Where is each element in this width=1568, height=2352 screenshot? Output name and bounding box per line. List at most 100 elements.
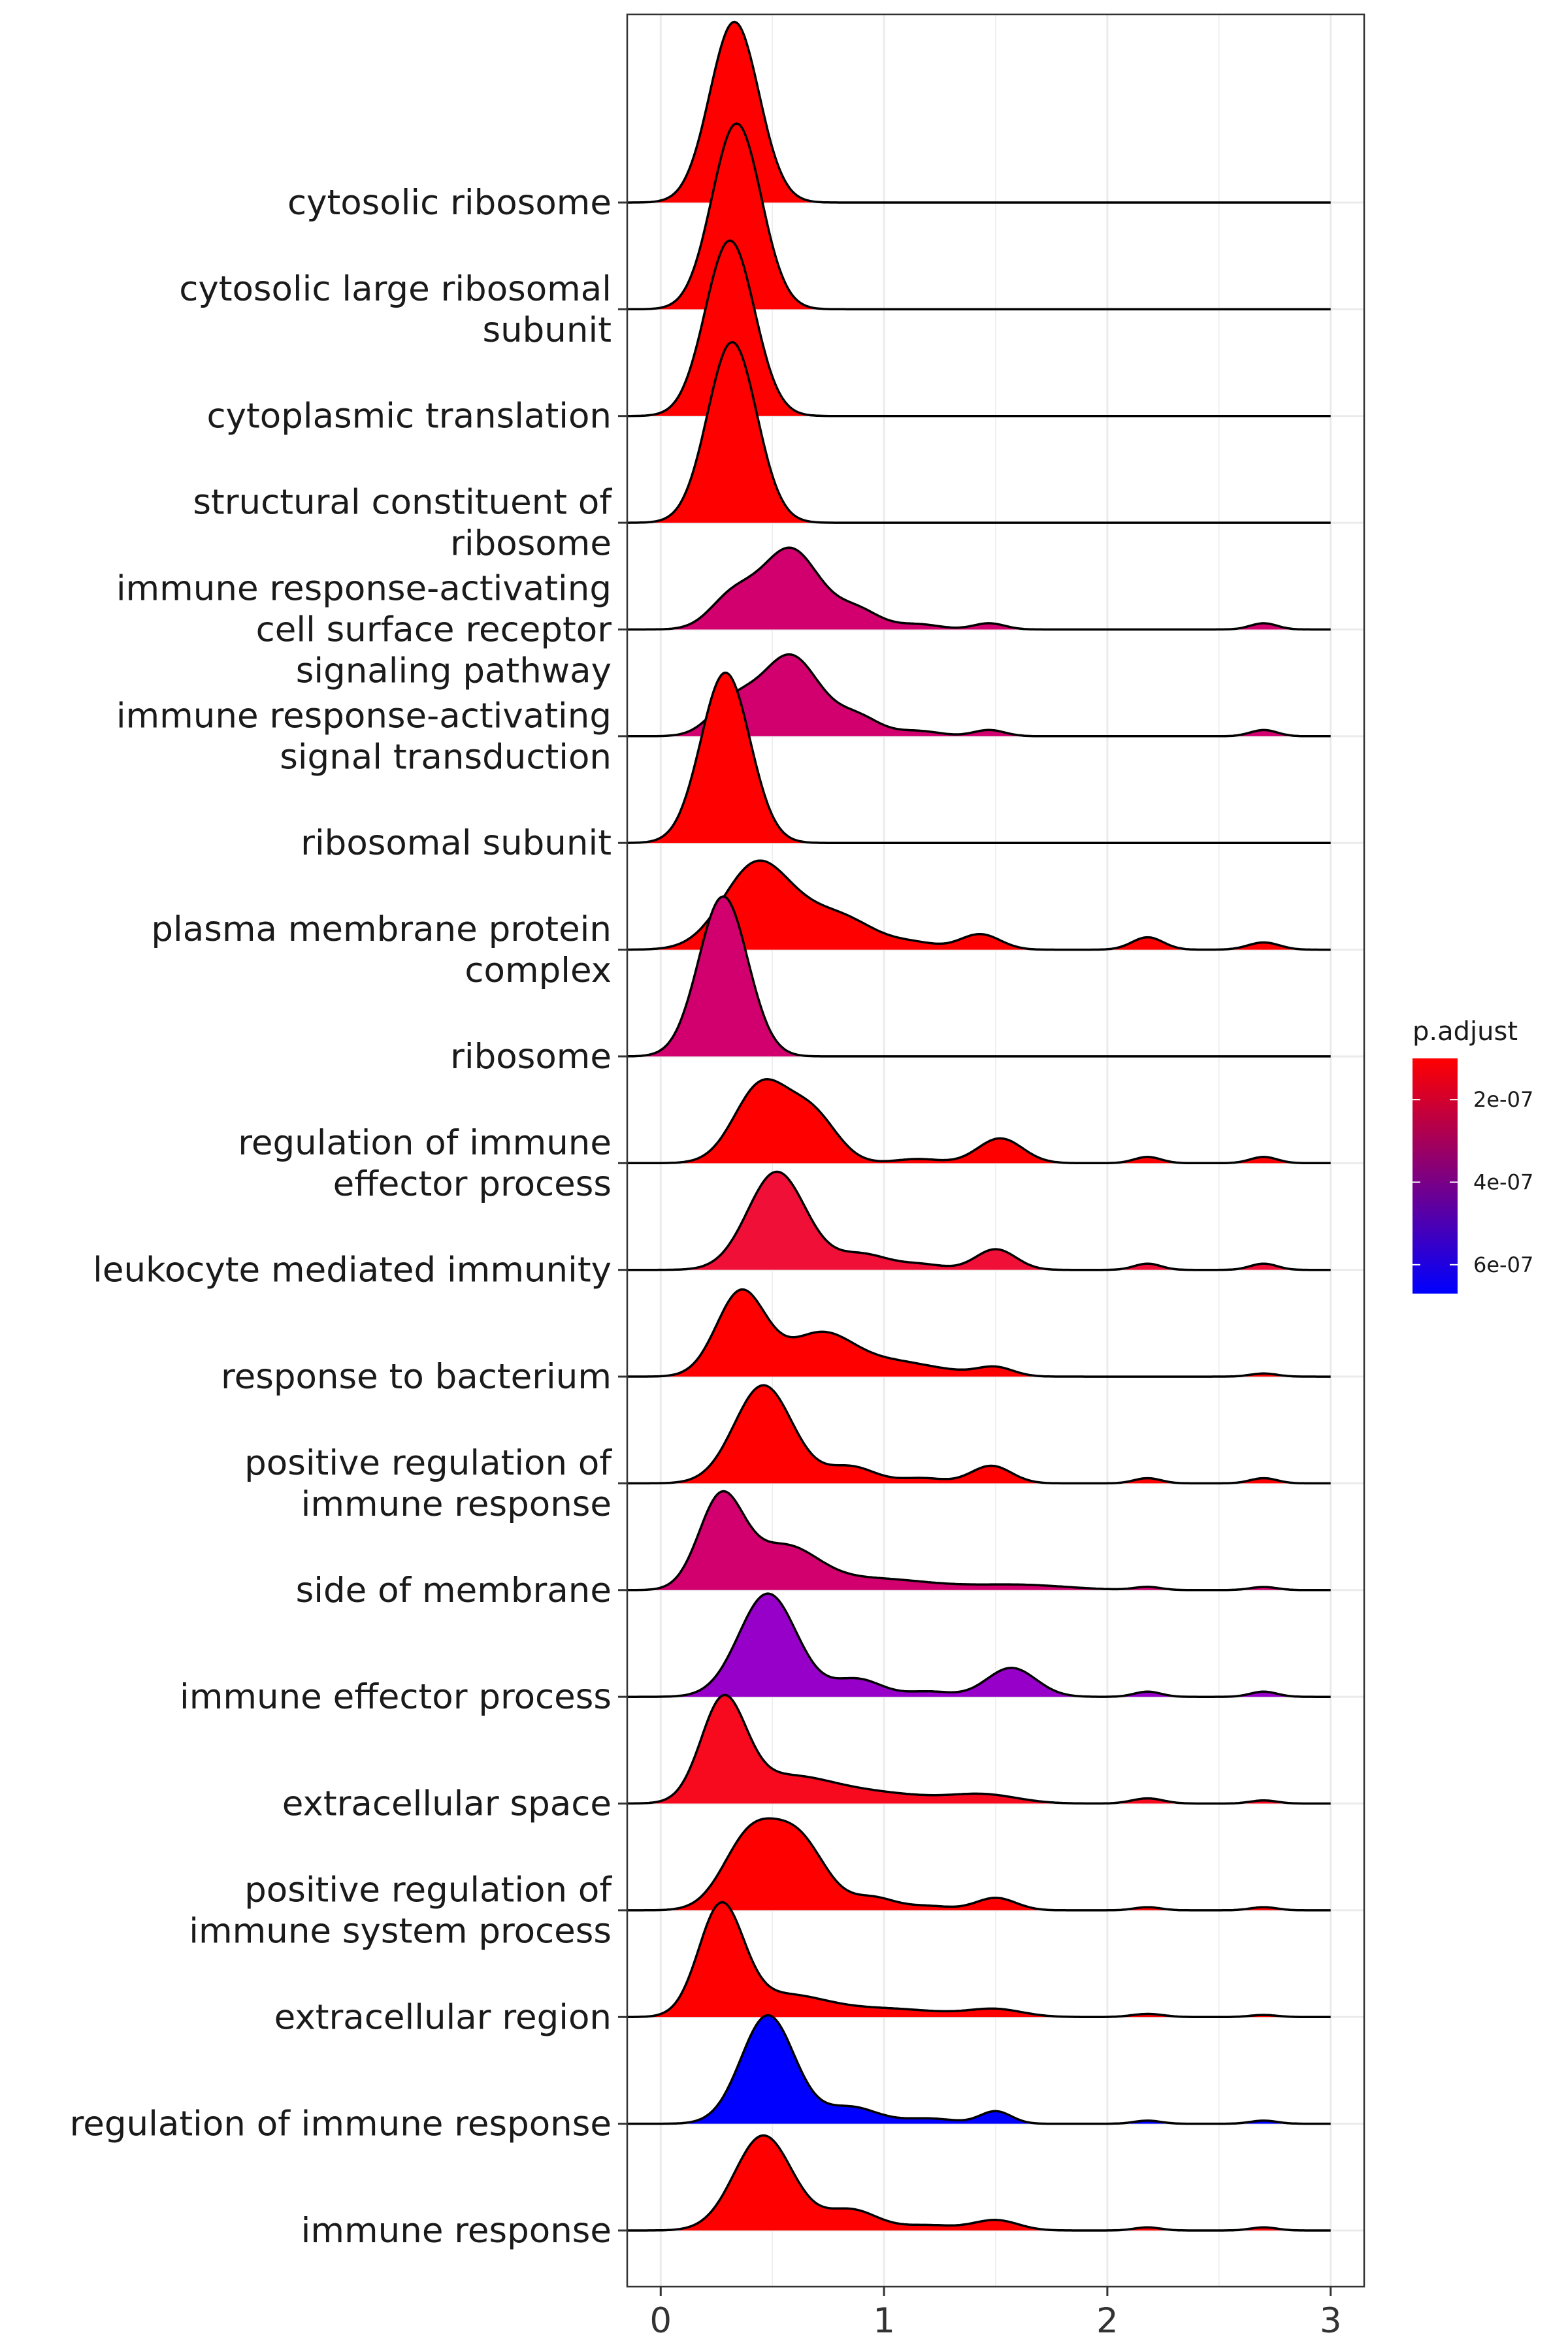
ridge-outline: [627, 1384, 1331, 1485]
ridge-fill: [627, 1079, 1331, 1164]
y-tick-label: extracellular space: [282, 1784, 612, 1824]
ridge-fill: [627, 547, 1331, 630]
x-tick-label: 1: [873, 2301, 895, 2341]
x-tick-label: 2: [1096, 2301, 1119, 2341]
ridge-outline: [627, 1288, 1331, 1378]
y-tick-label: response to bacterium: [221, 1357, 612, 1397]
ridge-fill: [627, 1289, 1331, 1377]
y-tick-label: cytosolic ribosome: [287, 183, 612, 223]
ridge: [627, 239, 1331, 417]
y-tick-label: leukocyte mediated immunity: [93, 1250, 612, 1290]
y-tick-label: ribosomal subunit: [301, 823, 612, 863]
ridge: [627, 1288, 1331, 1378]
legend-ticks: 2e-07 4e-07 6e-07: [1413, 1087, 1533, 1277]
legend: p.adjust 2e-07 4e-07 6e-07: [1413, 1017, 1533, 1294]
ridge-fill: [627, 240, 1331, 416]
ridge: [627, 1384, 1331, 1485]
ridge-fill: [627, 123, 1331, 310]
y-tick-label: immune response-activating: [116, 569, 612, 609]
y-tick-label: positive regulation of: [244, 1443, 612, 1483]
y-tick-label: immune response-activating: [116, 696, 612, 736]
ridge-fill: [627, 1491, 1331, 1590]
ridge-fill: [627, 1171, 1331, 1270]
y-axis-ticks: [618, 201, 627, 2232]
ridge-outline: [627, 20, 1331, 204]
ridge-outline: [627, 1901, 1331, 2019]
ridge-outline: [627, 1817, 1331, 1912]
y-tick-label: signal transduction: [280, 737, 612, 777]
y-tick-label: immune system process: [189, 1911, 612, 1951]
x-tick-label: 0: [649, 2301, 672, 2341]
ridge: [627, 2134, 1331, 2232]
ridge-outline: [627, 1490, 1331, 1592]
y-tick-label: effector process: [333, 1164, 612, 1204]
legend-tick-label: 2e-07: [1473, 1087, 1533, 1112]
y-tick-label: structural constituent of: [193, 483, 612, 523]
y-tick-label: extracellular region: [274, 1997, 612, 2037]
ridge-outline: [627, 122, 1331, 311]
legend-title: p.adjust: [1413, 1017, 1518, 1047]
ridge: [627, 1817, 1331, 1912]
ridge: [627, 1901, 1331, 2019]
y-tick-label: subunit: [482, 310, 612, 350]
ridge: [627, 122, 1331, 311]
y-tick-label: ribosome: [450, 524, 612, 564]
ridge: [627, 2014, 1331, 2125]
ridges: [627, 20, 1331, 2232]
y-tick-label: positive regulation of: [244, 1870, 612, 1910]
ridge: [627, 546, 1331, 631]
ridge-outline: [627, 2134, 1331, 2232]
y-tick-label: immune response: [301, 1484, 612, 1524]
y-tick-label: immune effector process: [180, 1677, 612, 1717]
ridge-fill: [627, 860, 1331, 950]
y-tick-label: cytosolic large ribosomal: [179, 269, 612, 309]
legend-colorbar: [1413, 1058, 1458, 1294]
ridge: [627, 895, 1331, 1058]
ridge-fill: [627, 896, 1331, 1056]
ridge-fill: [627, 342, 1331, 523]
y-axis-labels: cytosolic ribosome cytosolic large riboso…: [70, 183, 613, 2251]
y-tick-label: complex: [465, 951, 612, 990]
ridge-outline: [627, 340, 1331, 524]
ridge-fill: [627, 1818, 1331, 1910]
y-tick-label: signaling pathway: [296, 651, 612, 691]
ridge: [627, 1490, 1331, 1592]
y-tick-label: cytoplasmic translation: [207, 397, 612, 436]
ridge-outline: [627, 546, 1331, 631]
ridge: [627, 671, 1331, 844]
y-tick-label: cell surface receptor: [256, 610, 612, 650]
ridge-fill: [627, 654, 1331, 736]
ridge-outline: [627, 1078, 1331, 1165]
ridge: [627, 1592, 1331, 1698]
ridge: [627, 1693, 1331, 1805]
legend-tick-label: 4e-07: [1473, 1169, 1533, 1194]
y-tick-label: immune response: [301, 2211, 612, 2251]
x-axis: 0 1 2 3: [649, 2287, 1342, 2341]
ridge-fill: [627, 672, 1331, 843]
x-tick-label: 3: [1320, 2301, 1342, 2341]
ridge-outline: [627, 2014, 1331, 2125]
ridge-outline: [627, 653, 1331, 738]
ridge-fill: [627, 1593, 1331, 1697]
ridge-outline: [627, 859, 1331, 951]
ridge: [627, 859, 1331, 951]
ridge-fill: [627, 1902, 1331, 2017]
ridge: [627, 20, 1331, 204]
panel-border: [626, 13, 1365, 2288]
y-tick-label: ribosome: [450, 1037, 612, 1077]
ridge-outline: [627, 1170, 1331, 1271]
ridge-fill: [627, 1385, 1331, 1484]
ridge: [627, 340, 1331, 524]
ridge-fill: [627, 2015, 1331, 2124]
ridge-outline: [627, 671, 1331, 844]
ridge-outline: [627, 895, 1331, 1058]
ridge: [627, 1078, 1331, 1165]
y-tick-label: side of membrane: [296, 1571, 612, 1610]
ridge-outline: [627, 239, 1331, 417]
ridge: [627, 653, 1331, 738]
y-tick-label: plasma membrane protein: [151, 909, 612, 949]
ridge-outline: [627, 1592, 1331, 1698]
y-tick-label: regulation of immune response: [70, 2104, 612, 2144]
ridge-outline: [627, 1693, 1331, 1805]
